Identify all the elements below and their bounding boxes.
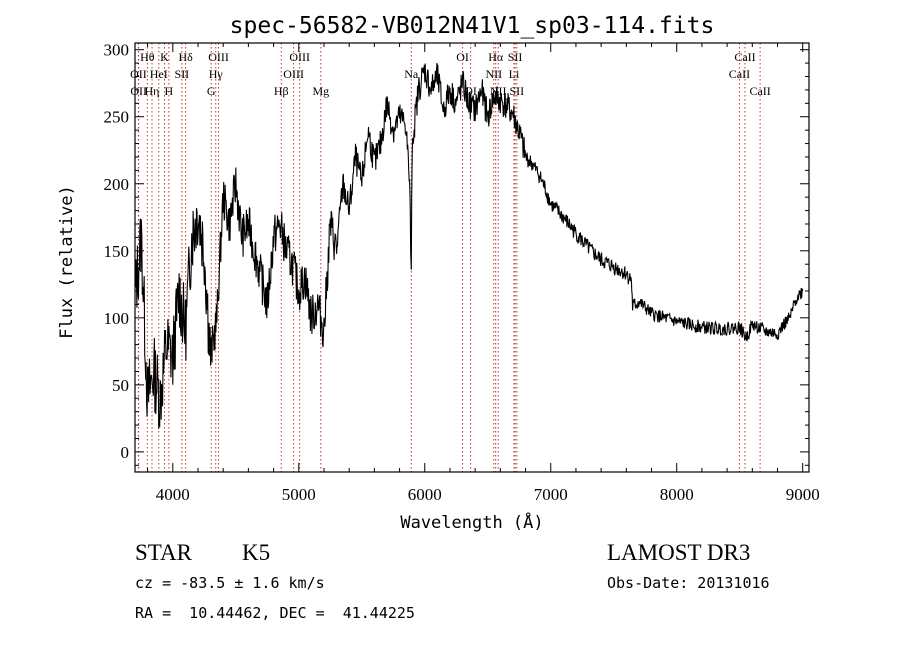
y-tick-label: 50: [112, 376, 129, 395]
line-marker-label: SII: [175, 67, 190, 81]
line-marker-label: OIII: [208, 50, 229, 64]
x-tick-label: 6000: [408, 485, 442, 504]
line-marker-label: OIII: [289, 50, 310, 64]
line-marker-label: CaII: [749, 84, 770, 98]
redshift-cz: cz = -83.5 ± 1.6 km/s: [135, 574, 325, 592]
y-tick-label: 150: [104, 242, 130, 261]
y-tick-label: 300: [104, 41, 130, 60]
line-marker-label: OIII: [283, 67, 304, 81]
y-tick-label: 200: [104, 175, 130, 194]
object-subclass: K5: [242, 540, 271, 565]
line-marker-label: Na: [404, 67, 419, 81]
y-tick-label: 250: [104, 108, 130, 127]
x-tick-label: 5000: [282, 485, 316, 504]
x-axis-label: Wavelength (Å): [400, 511, 543, 533]
line-marker-label: Mg: [312, 84, 329, 98]
line-marker-label: SII: [508, 50, 523, 64]
line-marker-label: H: [165, 84, 174, 98]
spectrum-series: [134, 62, 804, 429]
line-marker-label: NII: [485, 67, 502, 81]
line-marker-label: CaII: [729, 67, 750, 81]
object-class: STAR: [135, 540, 192, 565]
x-tick-label: 9000: [786, 485, 820, 504]
chart-title: spec-56582-VB012N41V1_sp03-114.fits: [230, 13, 715, 39]
line-marker-label: OII: [130, 67, 147, 81]
plot-frame: [134, 42, 810, 473]
line-marker-label: K: [160, 50, 169, 64]
line-marker-label: Hδ: [178, 50, 193, 64]
x-tick-label: 4000: [156, 485, 190, 504]
line-marker-label: G: [207, 84, 216, 98]
coordinates: RA = 10.44462, DEC = 41.44225: [135, 604, 415, 622]
line-marker-label: OI: [456, 50, 469, 64]
x-tick-label: 7000: [534, 485, 568, 504]
survey-name: LAMOST DR3: [607, 540, 751, 565]
line-marker-label: CaII: [734, 50, 755, 64]
line-marker-label: Hβ: [274, 84, 289, 98]
line-marker-label: Li: [509, 67, 520, 81]
flux-line: [134, 62, 804, 429]
x-tick-label: 8000: [660, 485, 694, 504]
line-marker-label: Hθ: [140, 50, 155, 64]
y-axis-label: Flux (relative): [57, 185, 77, 339]
line-marker-label: Hη: [145, 84, 160, 98]
line-marker-label: HeI: [150, 67, 168, 81]
observation-date: Obs-Date: 20131016: [607, 574, 770, 592]
y-tick-label: 0: [121, 443, 130, 462]
axes: 4000 5000 6000 7000 8000 9000 0 50 100 150 200 250 3…: [104, 41, 820, 504]
line-marker-label: Hα: [488, 50, 504, 64]
line-marker-label: Hγ: [209, 67, 224, 81]
line-marker-label: SII: [510, 84, 525, 98]
y-tick-label: 100: [104, 309, 130, 328]
